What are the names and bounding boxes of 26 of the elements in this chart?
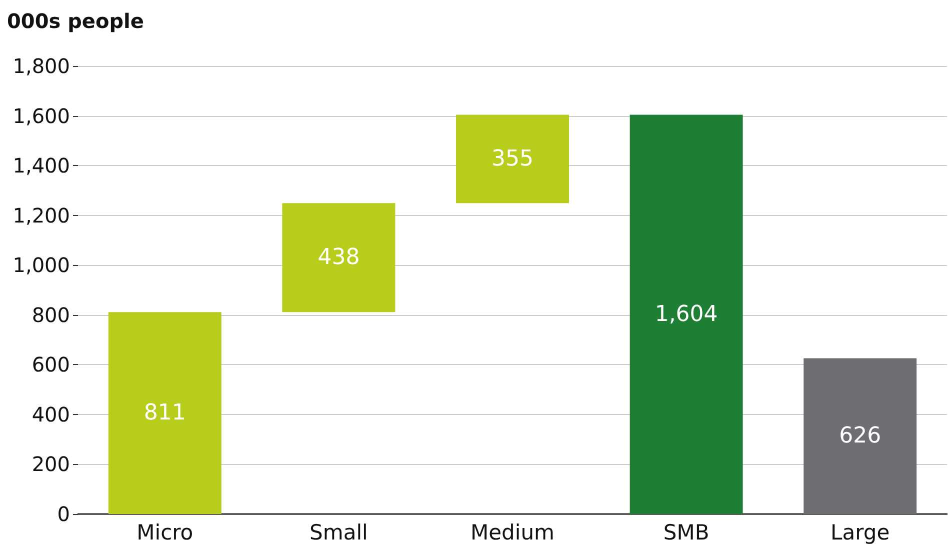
data-label: 438 <box>318 245 360 270</box>
y-tick-label: 0 <box>57 502 70 526</box>
data-label: 811 <box>144 400 186 426</box>
x-tick-label: SMB <box>663 520 710 544</box>
bar <box>108 312 222 514</box>
y-tick-label: 1,800 <box>12 54 70 78</box>
x-tick-label: Medium <box>470 520 554 544</box>
y-tick-label: 1,000 <box>12 253 70 278</box>
y-tick-label: 1,600 <box>12 104 70 128</box>
bar <box>456 114 569 204</box>
bar <box>630 114 743 514</box>
y-tick-label: 1,200 <box>12 203 70 228</box>
bar <box>282 203 396 312</box>
y-tick-label: 800 <box>32 302 70 327</box>
data-label: 626 <box>839 424 882 449</box>
data-label: 1,604 <box>654 302 718 327</box>
data-label: 355 <box>492 146 534 172</box>
x-tick-label: Large <box>830 520 890 544</box>
y-axis-title: 000s people <box>7 9 144 33</box>
bar <box>804 358 917 514</box>
y-tick-label: 1,400 <box>12 154 70 178</box>
x-tick-label: Micro <box>136 520 194 544</box>
y-tick-label: 600 <box>32 352 70 377</box>
x-tick-label: Small <box>310 520 368 544</box>
y-tick-label: 200 <box>32 452 70 476</box>
y-tick-label: 400 <box>32 402 70 426</box>
